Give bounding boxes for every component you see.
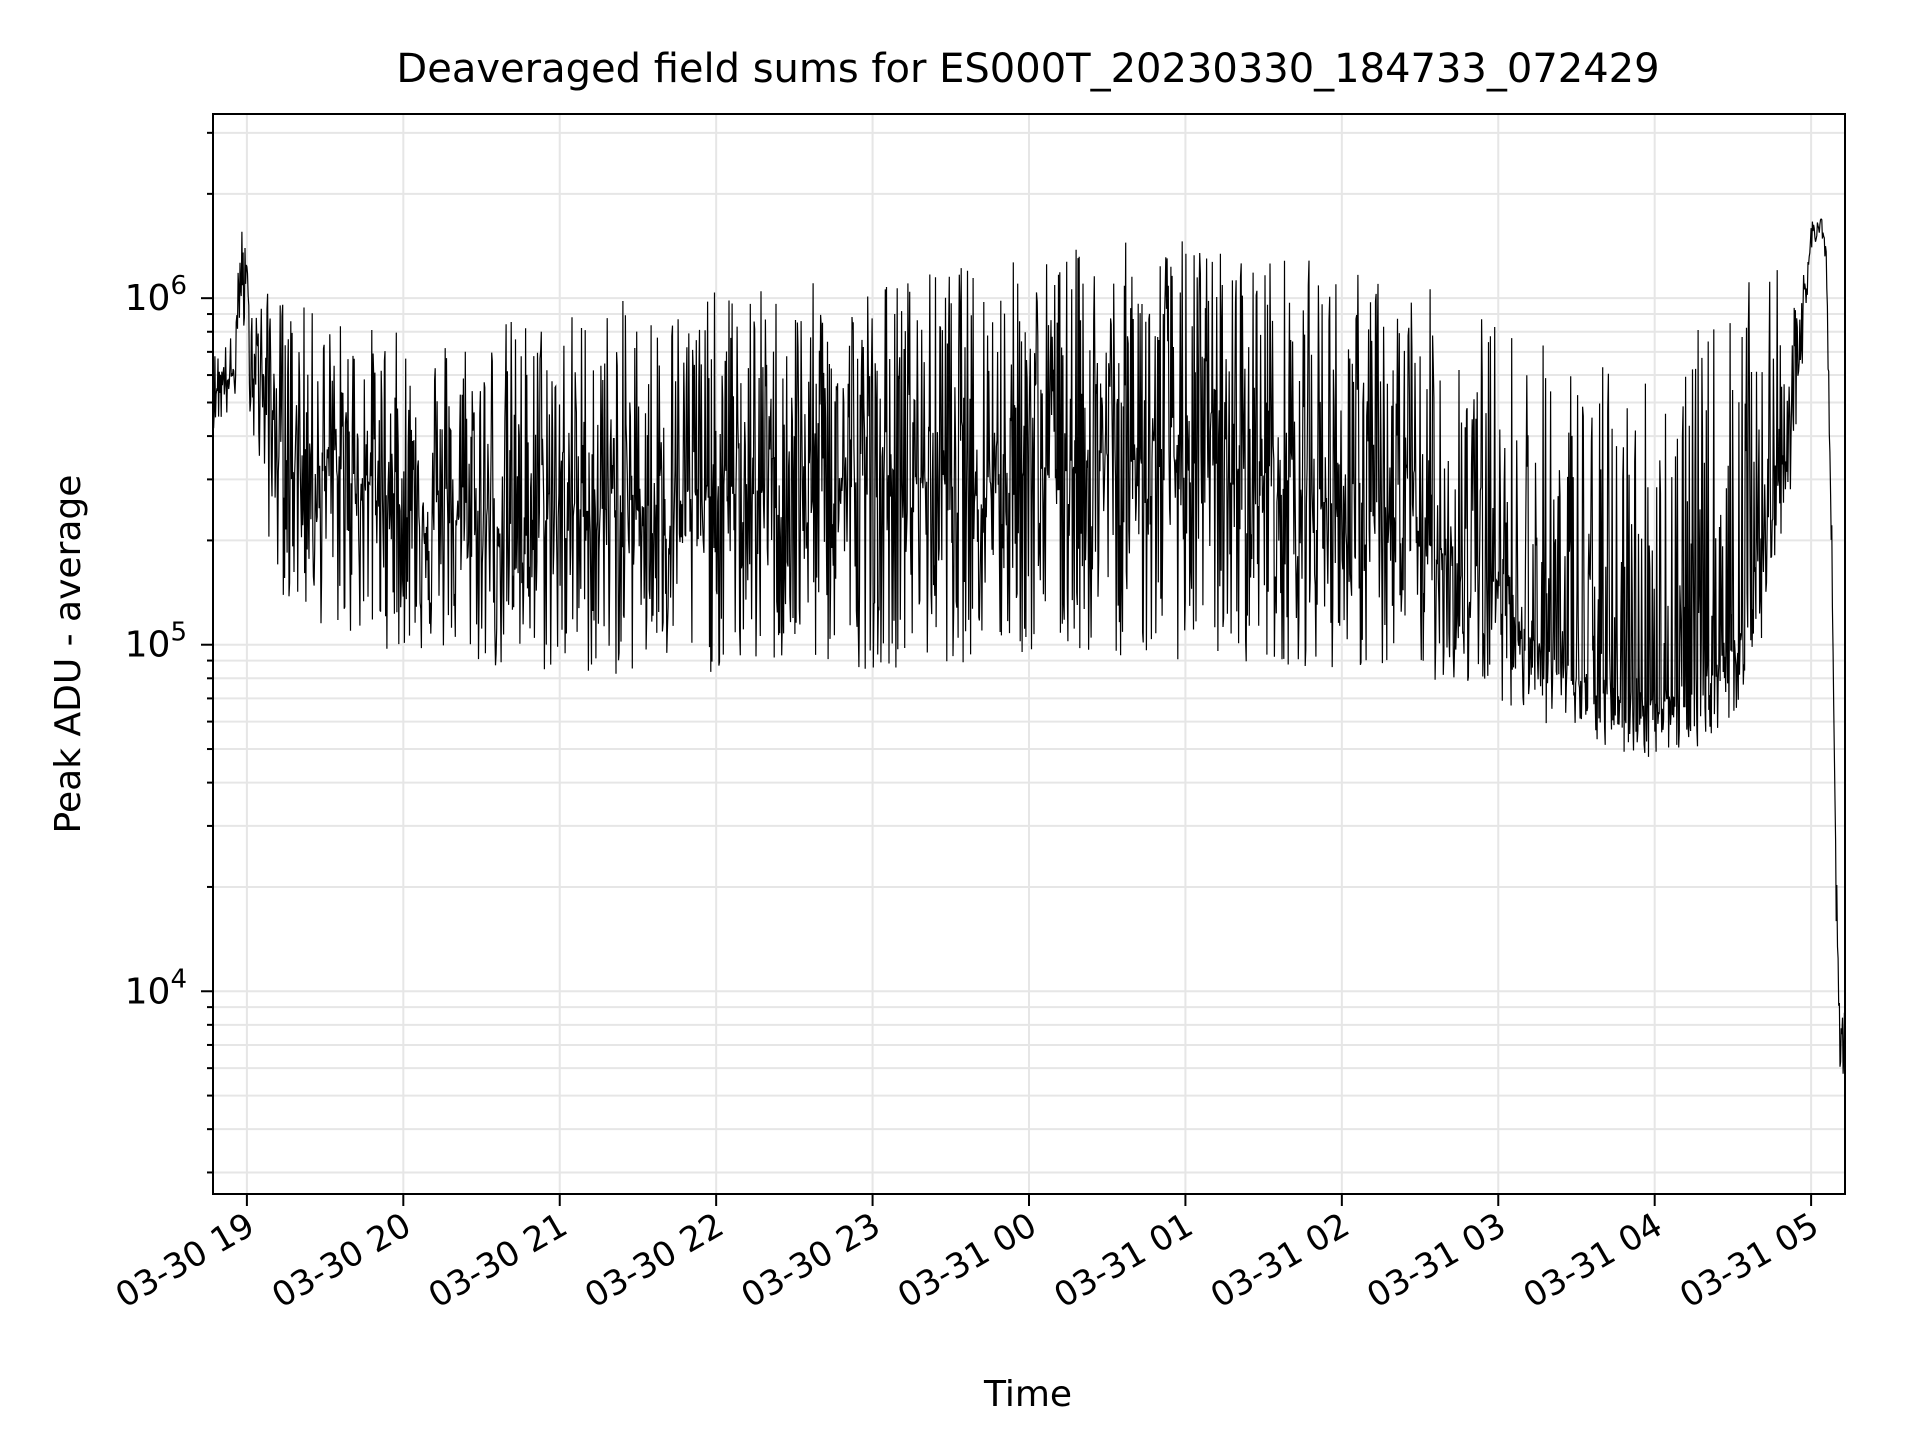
plot-line (212, 218, 1846, 1074)
y-tick-label: 106 (125, 271, 187, 319)
x-axis-label: Time (983, 1374, 1072, 1415)
y-axis-label: Peak ADU - average (48, 475, 89, 834)
y-axis: 104 105 106 (125, 131, 213, 1174)
y-tick-label: 105 (125, 618, 187, 666)
data-series-line (212, 218, 1846, 1074)
y-tick-label: 104 (125, 964, 187, 1012)
chart-title: Deaveraged field sums for ES000T_2023033… (396, 46, 1659, 92)
